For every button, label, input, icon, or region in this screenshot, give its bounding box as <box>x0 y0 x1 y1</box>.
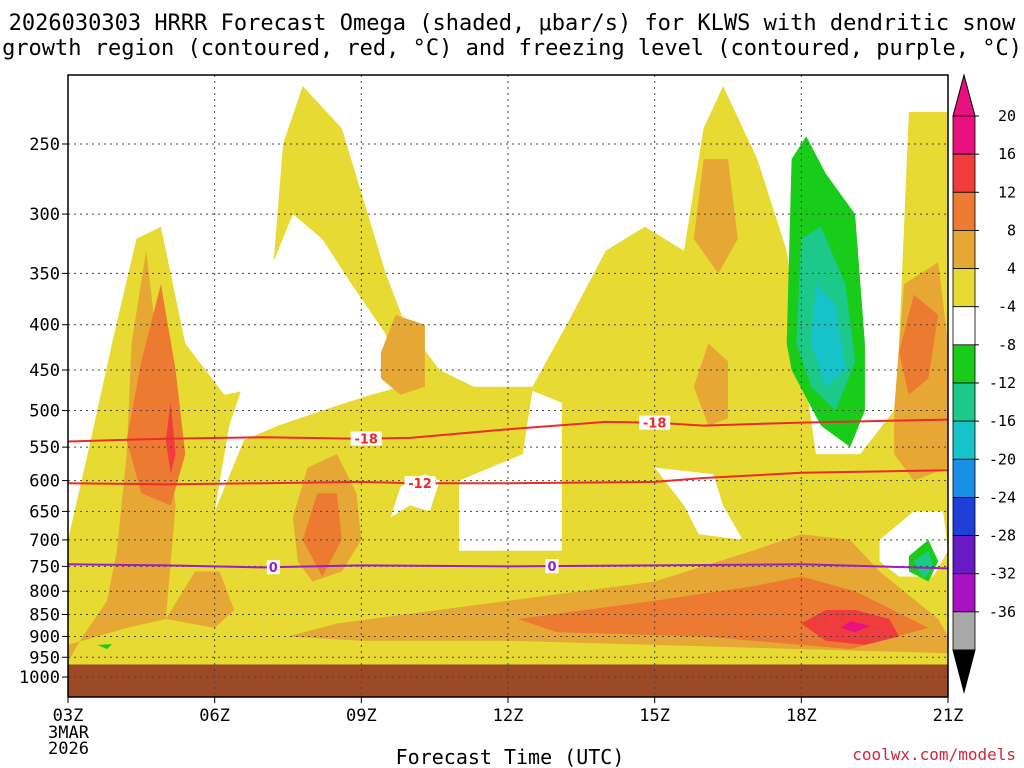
colorbar-bin--24 <box>952 497 976 536</box>
dendritic-bottom-line <box>67 469 949 486</box>
pressure-axis: 2503003504004505005506006507007508008509… <box>19 135 68 688</box>
pressure-label-250: 250 <box>29 135 60 155</box>
credit-link[interactable]: coolwx.com/models <box>852 745 1016 764</box>
colorbar-label-7: -12 <box>989 374 1016 392</box>
pressure-label-500: 500 <box>29 402 60 422</box>
omega-region--16-23 <box>811 284 846 387</box>
colorbar-bin--16 <box>952 420 976 460</box>
freezing-level-line <box>67 563 949 570</box>
omega-region-8-7 <box>165 571 235 628</box>
colorbar-label-0: 20 <box>998 107 1016 125</box>
temperature-contours: -18 -18 -12 0 0 <box>67 415 949 576</box>
pressure-label-800: 800 <box>29 582 60 602</box>
pressure-label-550: 550 <box>29 438 60 458</box>
time-label-12Z: 12Z <box>493 706 524 726</box>
x-axis-title: Forecast Time (UTC) <box>396 745 625 768</box>
omega-region--4-2 <box>459 390 562 551</box>
pressure-label-600: 600 <box>29 472 60 492</box>
colorbar-overflow-bottom <box>952 649 976 694</box>
gridlines <box>68 75 948 697</box>
time-label-21Z: 21Z <box>933 706 964 726</box>
colorbar-bin--28 <box>952 535 976 575</box>
pressure-label-950: 950 <box>29 648 60 668</box>
pressure-label-650: 650 <box>29 502 60 522</box>
omega-region--4-4 <box>654 467 743 540</box>
pressure-label-900: 900 <box>29 627 60 647</box>
freezing-level-label-0: 0 <box>269 561 278 576</box>
omega-region--4-1 <box>214 214 401 512</box>
pressure-label-350: 350 <box>29 264 60 284</box>
colorbar-bin--4 <box>952 306 976 346</box>
colorbar-label-10: -24 <box>989 488 1016 506</box>
pressure-label-300: 300 <box>29 205 60 225</box>
omega-region-20-20 <box>840 621 870 633</box>
colorbar-label-4: 4 <box>1007 260 1016 278</box>
freezing-level-label-bg-1 <box>545 559 559 574</box>
dendritic-bottom-label-0: -12 <box>408 477 432 492</box>
dendritic-top-label-0: -18 <box>354 433 378 448</box>
dendritic-top-label-bg-1 <box>639 415 671 430</box>
start-date-line-0: 3MAR <box>48 723 90 743</box>
colorbar-label-6: -8 <box>998 336 1016 354</box>
dendritic-top-label-bg-0 <box>350 431 382 446</box>
omega-region-12-15 <box>302 493 342 577</box>
colorbar-bin-16 <box>952 153 976 193</box>
colorbar-bin--36 <box>952 611 976 651</box>
pressure-label-1000: 1000 <box>19 668 60 688</box>
colorbar-label-9: -20 <box>989 450 1016 468</box>
colorbar-label-13: -36 <box>989 603 1016 621</box>
pressure-label-700: 700 <box>29 531 60 551</box>
time-label-09Z: 09Z <box>346 706 377 726</box>
pressure-label-450: 450 <box>29 361 60 381</box>
pressure-label-400: 400 <box>29 316 60 336</box>
omega-region-8-10 <box>380 315 425 395</box>
dendritic-bottom-label-bg-0 <box>404 476 436 491</box>
colorbar-bin-8 <box>952 230 976 269</box>
chart-title-line-1: 2026030303 HRRR Forecast Omega (shaded, … <box>9 11 1016 36</box>
colorbar-bin-4 <box>952 268 976 308</box>
colorbar-bin--20 <box>952 458 976 498</box>
time-label-06Z: 06Z <box>199 706 230 726</box>
omega-region--12-25 <box>913 550 934 579</box>
colorbar-label-12: -32 <box>989 565 1016 583</box>
colorbar-bin-12 <box>952 191 976 231</box>
colorbar-label-1: 16 <box>998 145 1016 163</box>
time-label-15Z: 15Z <box>639 706 670 726</box>
dendritic-top-label-1: -18 <box>643 417 667 432</box>
dendritic-top-line <box>67 418 949 443</box>
colorbar-bin--8 <box>952 344 976 384</box>
colorbar-overflow-top <box>952 73 976 117</box>
colorbar-label-5: -4 <box>998 298 1016 316</box>
colorbar-bin--32 <box>952 573 976 613</box>
colorbar-label-2: 12 <box>998 183 1016 201</box>
time-label-03Z: 03Z <box>53 706 84 726</box>
chart-title-line-2: growth region (contoured, red, °C) and f… <box>2 36 1022 61</box>
pressure-label-850: 850 <box>29 606 60 626</box>
colorbar-label-11: -28 <box>989 527 1016 545</box>
omega-region--8-26 <box>97 644 112 650</box>
colorbar-label-8: -16 <box>989 412 1016 430</box>
start-date-line-1: 2026 <box>48 739 89 759</box>
colorbar: 20 16 12 8 4 -4 -8 -12 -16 -20 -24 -28 -32 -36 <box>952 73 1016 694</box>
colorbar-bin-20 <box>952 115 976 155</box>
omega-region-8-12 <box>693 159 738 274</box>
freezing-level-label-1: 0 <box>547 560 556 575</box>
omega-region-8-11 <box>693 343 728 426</box>
colorbar-label-3: 8 <box>1007 221 1016 239</box>
time-label-18Z: 18Z <box>786 706 817 726</box>
freezing-level-label-bg-0 <box>266 560 280 575</box>
colorbar-bin--12 <box>952 382 976 422</box>
pressure-label-750: 750 <box>29 557 60 577</box>
